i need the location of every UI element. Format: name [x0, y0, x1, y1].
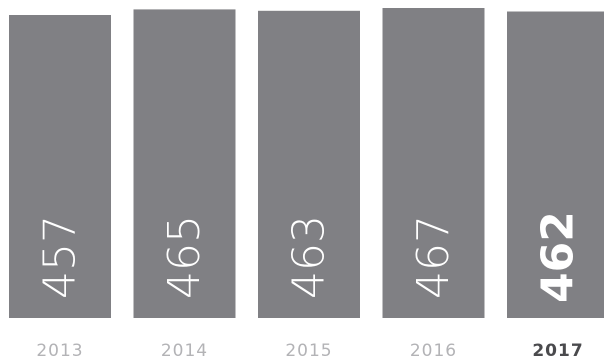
value-label-2016: 467 [408, 215, 459, 299]
value-label-2015: 463 [284, 215, 335, 299]
category-label-2014: 2014 [161, 341, 208, 358]
bar-2017 [507, 11, 604, 318]
category-label-2013: 2013 [36, 341, 83, 358]
bar-2016 [382, 8, 485, 318]
category-label-2017: 2017 [532, 341, 583, 358]
value-label-2014: 465 [159, 215, 210, 299]
value-label-2013: 457 [35, 215, 86, 299]
bar-2014 [133, 9, 236, 319]
bar-2013 [9, 15, 111, 318]
category-label-2016: 2016 [410, 341, 457, 358]
value-label-2017: 462 [533, 211, 584, 303]
category-label-2015: 2015 [285, 341, 332, 358]
bar-2015 [258, 10, 360, 319]
